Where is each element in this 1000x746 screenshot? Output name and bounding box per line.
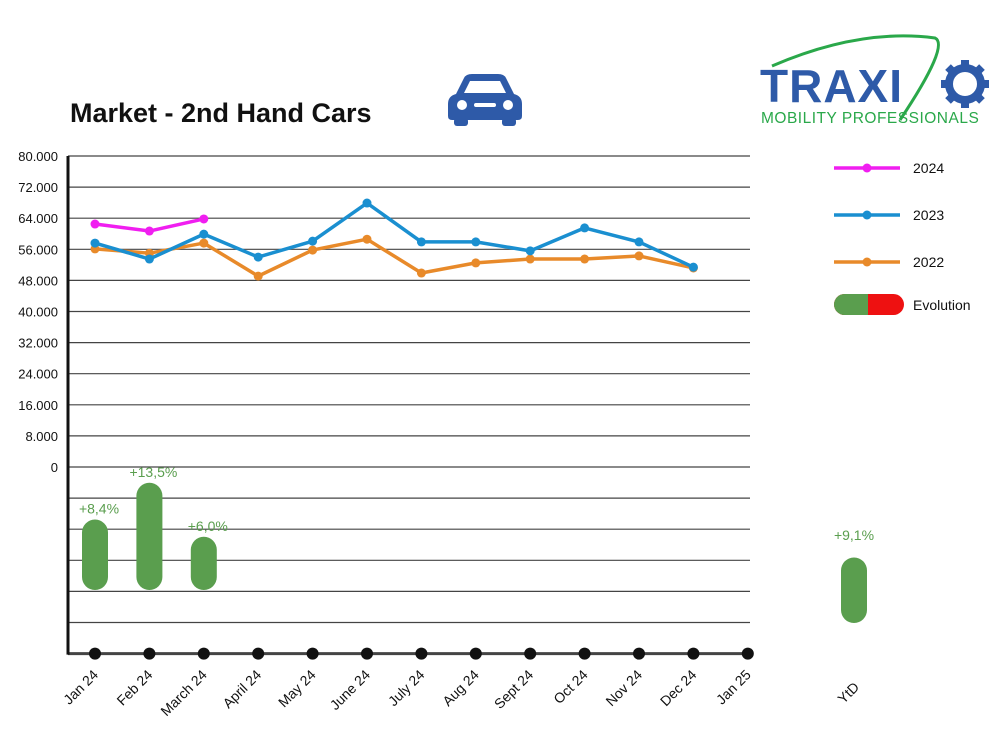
x-tick-dot	[578, 647, 591, 660]
data-point-2022	[308, 245, 318, 255]
data-point-2023	[362, 198, 372, 208]
data-point-2023	[416, 237, 426, 247]
x-tick-dot	[687, 647, 700, 660]
evolution-label: +6,0%	[188, 518, 228, 534]
x-tick-dot	[143, 647, 156, 660]
y-tick-label: 64.000	[18, 211, 58, 226]
x-tick-dot	[633, 647, 645, 660]
data-point-2022	[362, 234, 372, 244]
evolution-bar	[190, 536, 217, 590]
x-tick-dot	[89, 647, 101, 660]
x-tick-label: June 24	[327, 666, 374, 713]
x-tick-label: Jan 25	[713, 666, 754, 707]
x-tick-label: Nov 24	[602, 666, 645, 709]
chart-title: Market - 2nd Hand Cars	[70, 98, 372, 128]
data-point-2023	[688, 262, 698, 272]
x-tick-label: April 24	[219, 666, 264, 711]
x-tick-label: Dec 24	[657, 666, 700, 709]
y-tick-label: 0	[51, 460, 58, 475]
legend-marker	[862, 257, 872, 267]
data-point-2023	[580, 223, 590, 233]
y-tick-label: 32.000	[18, 336, 58, 351]
data-point-2023	[144, 254, 154, 264]
data-point-2024	[144, 226, 154, 236]
data-point-2022	[580, 254, 590, 264]
series-line-2023	[94, 201, 695, 269]
evolution-bar	[136, 482, 163, 590]
y-tick-label: 80.000	[18, 149, 58, 164]
y-tick-label: 24.000	[18, 367, 58, 382]
legend-marker	[862, 210, 872, 220]
data-point-2023	[308, 236, 318, 246]
ytd-label: YtD	[834, 679, 862, 707]
y-tick-label: 56.000	[18, 242, 58, 257]
data-point-2023	[253, 252, 263, 262]
evolution-label: +13,5%	[129, 464, 177, 480]
data-point-2022	[471, 258, 481, 268]
data-point-2023	[90, 238, 100, 248]
legend-marker	[862, 163, 872, 173]
ytd-bar	[841, 557, 867, 623]
x-tick-label: May 24	[275, 666, 319, 710]
x-tick-label: Aug 24	[439, 666, 482, 709]
x-tick-label: Oct 24	[550, 666, 591, 707]
series-line-2022	[94, 237, 694, 278]
x-tick-dot	[361, 647, 373, 660]
car-icon	[448, 74, 522, 126]
legend-swatch-positive	[834, 294, 868, 315]
data-point-2023	[634, 237, 644, 247]
evolution-label: +8,4%	[79, 501, 119, 517]
x-tick-dot	[469, 647, 482, 660]
x-tick-dot	[252, 647, 265, 660]
legend-label: 2023	[913, 207, 944, 223]
data-point-2022	[253, 271, 263, 281]
evolution-bar	[82, 519, 108, 590]
y-tick-label: 8.000	[25, 429, 58, 444]
legend-label: 2022	[913, 254, 944, 270]
y-tick-label: 40.000	[18, 305, 58, 320]
legend-label: Evolution	[913, 297, 971, 313]
data-point-2023	[471, 237, 481, 247]
y-tick-label: 48.000	[18, 273, 58, 288]
y-tick-label: 72.000	[18, 180, 58, 195]
legend-label: 2024	[913, 160, 944, 176]
data-point-2024	[90, 219, 100, 229]
svg-text:MOBILITY PROFESSIONALS: MOBILITY PROFESSIONALS	[761, 110, 979, 127]
data-point-2023	[525, 246, 535, 256]
x-tick-dot	[306, 647, 319, 660]
x-tick-label: Feb 24	[113, 666, 155, 708]
data-point-2024	[199, 214, 209, 224]
x-tick-label: July 24	[385, 666, 428, 709]
x-tick-label: Jan 24	[60, 666, 101, 707]
x-tick-dot	[415, 647, 428, 660]
x-tick-dot	[524, 647, 537, 660]
data-point-2022	[634, 251, 644, 261]
svg-text:TRAXI: TRAXI	[760, 60, 903, 112]
y-tick-label: 16.000	[18, 398, 58, 413]
x-tick-label: Sept 24	[491, 666, 537, 712]
x-tick-dot	[741, 647, 754, 660]
data-point-2022	[199, 238, 209, 248]
ytd-value-label: +9,1%	[834, 527, 874, 543]
data-point-2022	[416, 268, 426, 278]
traxio-logo: TRAXI MOBILITY PROFESSIONALS	[760, 34, 989, 127]
x-tick-dot	[197, 647, 210, 660]
x-tick-label: March 24	[157, 666, 210, 719]
data-point-2022	[525, 254, 535, 264]
data-point-2023	[199, 229, 209, 239]
